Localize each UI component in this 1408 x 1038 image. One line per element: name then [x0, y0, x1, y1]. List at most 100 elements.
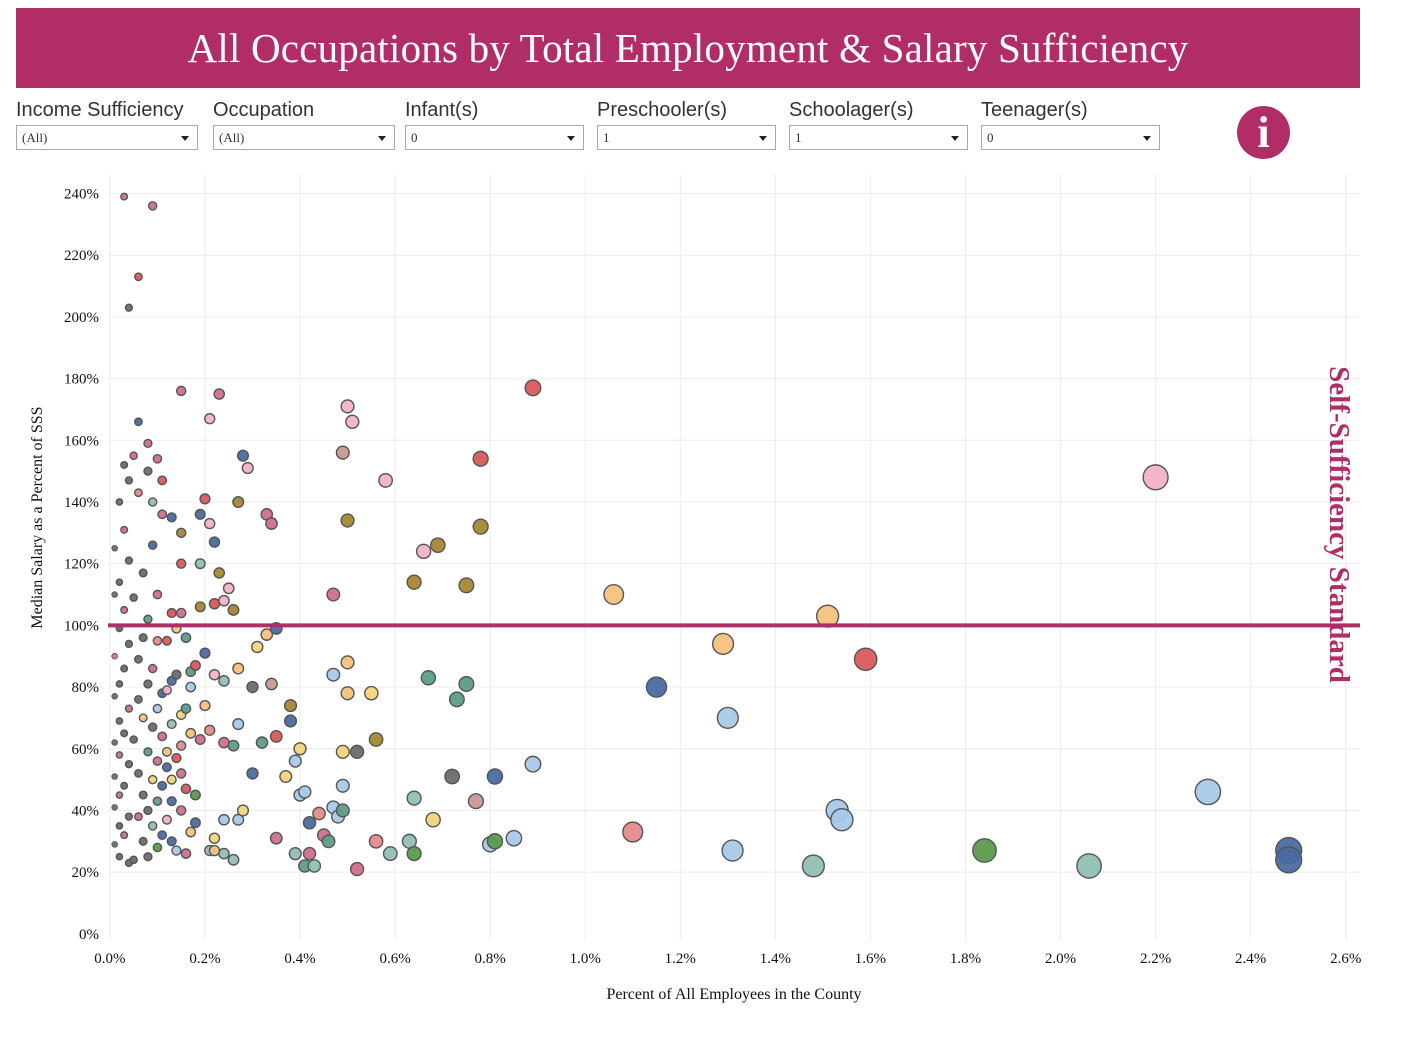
data-point [255, 736, 269, 749]
data-point [189, 659, 201, 671]
data-point [175, 385, 187, 397]
data-point [180, 848, 192, 859]
data-point [124, 812, 134, 821]
data-point [1275, 846, 1303, 874]
data-point [115, 822, 124, 830]
data-point [124, 639, 134, 649]
data-point [368, 732, 384, 747]
data-point [147, 201, 158, 211]
data-point [129, 735, 138, 744]
data-point [288, 846, 302, 861]
data-point [143, 747, 153, 757]
data-point [147, 774, 158, 785]
data-point [124, 303, 134, 312]
chevron-down-icon [181, 136, 189, 141]
data-point [288, 754, 302, 768]
income-sufficiency-dropdown[interactable]: (All) [16, 125, 198, 150]
x-tick-label: 1.6% [855, 951, 886, 967]
data-point [115, 751, 124, 759]
data-point [133, 812, 143, 822]
data-point [120, 525, 129, 534]
data-point [175, 558, 187, 569]
filter-schoolagers: Schoolager(s) 1 [789, 98, 968, 150]
data-point [279, 769, 293, 784]
data-point [227, 603, 240, 616]
y-tick-label: 100% [64, 618, 99, 634]
data-point [335, 744, 350, 759]
x-tick-label: 0.0% [94, 951, 125, 967]
data-point [143, 852, 153, 862]
data-point [143, 805, 153, 816]
data-point [406, 845, 422, 862]
y-tick-label: 60% [72, 742, 100, 758]
data-point [138, 790, 148, 800]
data-point [204, 724, 216, 736]
data-point [147, 497, 158, 507]
data-point [251, 640, 264, 654]
y-tick-label: 200% [64, 310, 99, 326]
data-point [524, 755, 542, 773]
data-point [111, 544, 118, 552]
data-point [157, 780, 168, 791]
data-point [166, 774, 177, 785]
data-point [152, 796, 163, 807]
x-tick-label: 1.4% [760, 951, 791, 967]
data-point [349, 861, 365, 877]
data-point [138, 836, 148, 846]
info-icon[interactable]: i [1237, 106, 1290, 159]
data-point [138, 568, 148, 578]
x-tick-label: 0.4% [284, 951, 315, 967]
filter-label: Teenager(s) [981, 99, 1088, 121]
data-point [603, 584, 625, 606]
chevron-down-icon [378, 136, 386, 141]
data-point [382, 846, 398, 862]
data-point [111, 652, 118, 660]
y-tick-label: 140% [64, 495, 99, 511]
data-point [115, 578, 124, 586]
data-point [111, 773, 118, 780]
data-point [415, 543, 432, 560]
data-point [120, 781, 129, 790]
data-point [208, 668, 221, 681]
data-point [321, 834, 336, 849]
data-point [189, 817, 201, 829]
data-point [152, 635, 163, 646]
data-point [368, 833, 384, 849]
data-point [335, 778, 350, 793]
data-point [143, 438, 153, 449]
title-banner: All Occupations by Total Employment & Sa… [16, 8, 1360, 88]
schoolagers-dropdown[interactable]: 1 [789, 125, 968, 150]
data-point [213, 567, 226, 579]
data-point [194, 508, 206, 520]
data-point [133, 272, 143, 282]
x-tick-label: 0.8% [475, 951, 506, 967]
data-point [161, 685, 172, 696]
chevron-down-icon [567, 136, 575, 141]
data-point [204, 517, 216, 530]
x-tick-label: 1.0% [570, 951, 601, 967]
data-point [378, 472, 394, 488]
data-point [524, 379, 542, 397]
data-point [222, 582, 235, 595]
data-point [180, 632, 192, 644]
data-point [283, 714, 298, 728]
data-point [152, 453, 163, 464]
data-point [364, 685, 379, 701]
data-point [147, 821, 158, 831]
data-point [232, 662, 245, 675]
scatter-chart: 0.0% 0.2% 0.4% 0.6% 0.8% 1.0% 1.2% 1.4% 1.6% 1.8%… [29, 175, 1361, 1003]
page-title: All Occupations by Total Employment & Sa… [187, 25, 1189, 71]
infants-dropdown[interactable]: 0 [405, 125, 584, 150]
data-point [111, 693, 118, 700]
y-tick-label: 20% [72, 865, 100, 881]
preschoolers-dropdown[interactable]: 1 [597, 125, 776, 150]
occupation-dropdown[interactable]: (All) [213, 125, 395, 150]
data-point [265, 677, 278, 691]
x-tick-label: 2.4% [1235, 951, 1266, 967]
teenagers-dropdown[interactable]: 0 [981, 125, 1160, 150]
data-point [171, 845, 182, 856]
y-tick-label: 220% [64, 248, 99, 264]
filter-label: Infant(s) [405, 99, 479, 121]
data-point [326, 587, 341, 602]
data-point [161, 635, 172, 646]
